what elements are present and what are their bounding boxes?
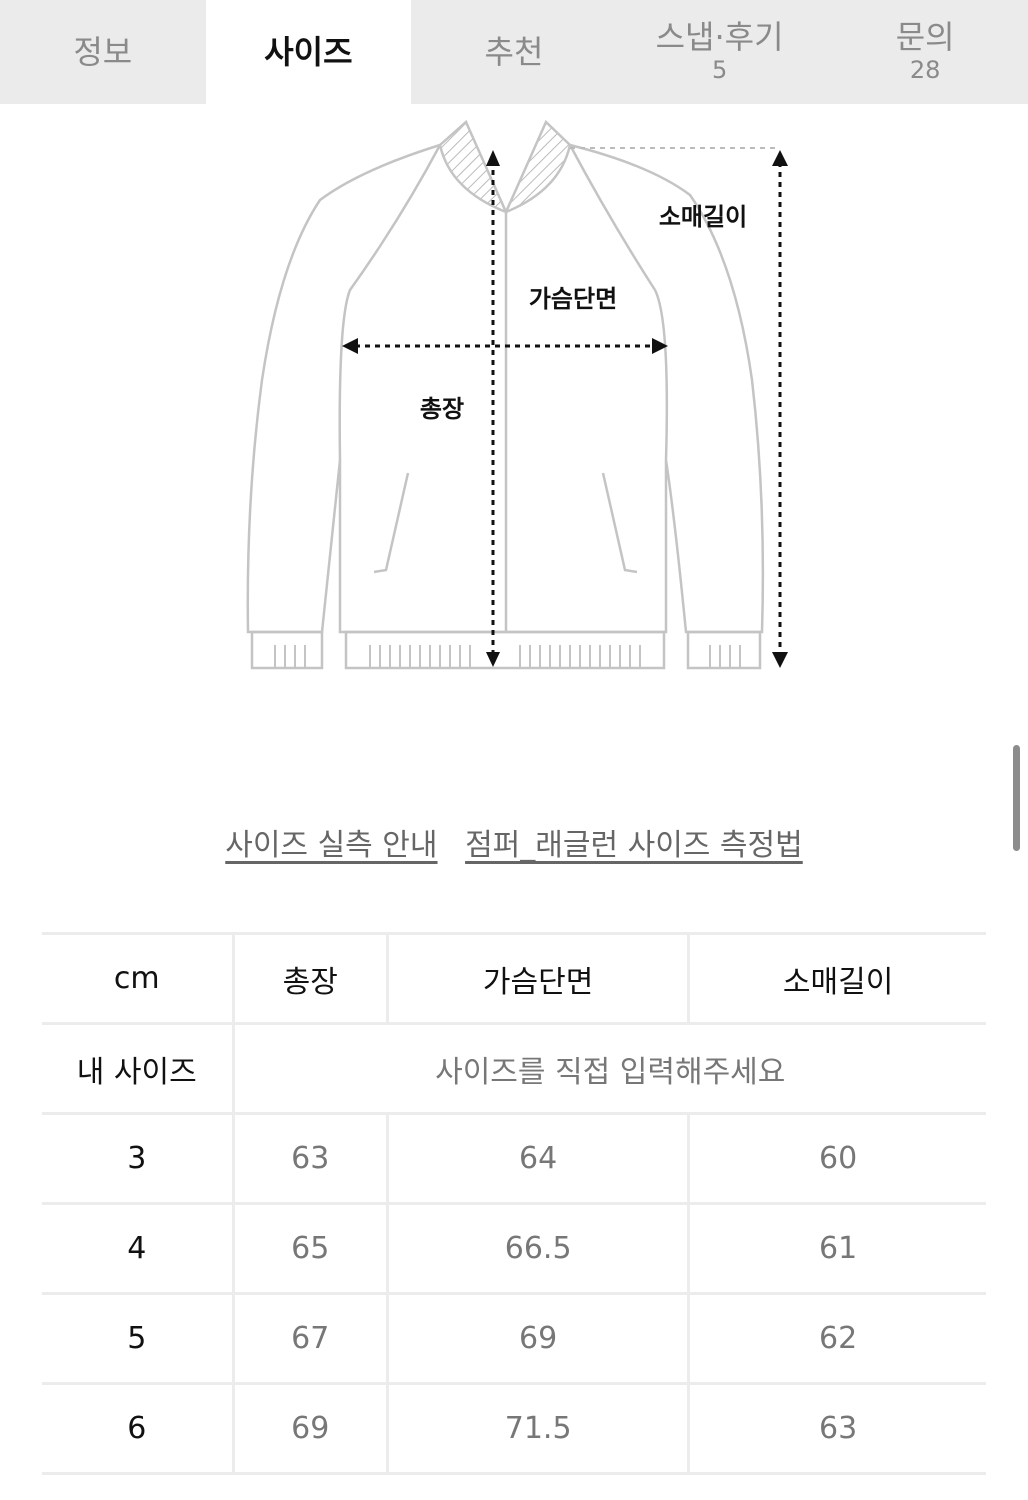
tab-inquiry[interactable]: 문의 28 (822, 0, 1028, 104)
my-size-label: 내 사이즈 (42, 1022, 233, 1115)
value-cell: 63 (231, 1112, 388, 1205)
value-cell: 60 (687, 1112, 986, 1205)
measure-lines (355, 147, 782, 655)
tab-label: 문의 (895, 18, 955, 56)
value-cell: 67 (231, 1292, 388, 1385)
size-cell: 4 (42, 1202, 233, 1295)
table-row: 3 63 64 60 (42, 1112, 986, 1205)
table-row: 5 67 69 62 (42, 1292, 986, 1385)
scrollbar[interactable] (1013, 745, 1020, 851)
header-total-length: 총장 (231, 932, 388, 1025)
size-guide-link[interactable]: 사이즈 실측 안내 (225, 828, 438, 863)
tab-label: 정보 (73, 33, 133, 71)
tab-label: 사이즈 (264, 33, 353, 71)
jacket-outline (246, 119, 765, 670)
tab-label: 추천 (484, 33, 544, 71)
sleeve-length-label: 소매길이 (659, 203, 747, 231)
value-cell: 61 (687, 1202, 986, 1295)
tab-label: 스냅·후기 (655, 18, 784, 56)
tab-size[interactable]: 사이즈 (205, 0, 412, 104)
size-links: 사이즈 실측 안내 점퍼_래글런 사이즈 측정법 (0, 820, 1028, 864)
value-cell: 64 (386, 1112, 689, 1205)
tab-snap-review[interactable]: 스냅·후기 5 (617, 0, 823, 104)
table-row: 4 65 66.5 61 (42, 1202, 986, 1295)
header-chest-width: 가슴단면 (386, 932, 689, 1025)
value-cell: 63 (687, 1382, 986, 1475)
table-header-row: cm 총장 가슴단면 소매길이 (42, 932, 986, 1025)
tab-bar: 정보 사이즈 추천 스냅·후기 5 문의 28 (0, 0, 1028, 104)
tab-info[interactable]: 정보 (0, 0, 206, 104)
cuff-ribbing (274, 645, 741, 667)
value-cell: 71.5 (386, 1382, 689, 1475)
value-cell: 69 (231, 1382, 388, 1475)
size-cell: 5 (42, 1292, 233, 1385)
measure-arrows (342, 150, 788, 668)
total-length-label: 총장 (420, 395, 464, 423)
value-cell: 62 (687, 1292, 986, 1385)
header-unit: cm (42, 932, 233, 1025)
size-cell: 3 (42, 1112, 233, 1205)
jacket-size-diagram: 소매길이 가슴단면 총장 (246, 119, 788, 670)
size-cell: 6 (42, 1382, 233, 1475)
tab-count: 28 (909, 56, 941, 84)
tab-recommend[interactable]: 추천 (411, 0, 617, 104)
my-size-row: 내 사이즈 사이즈를 직접 입력해주세요 (42, 1022, 986, 1115)
measure-method-link[interactable]: 점퍼_래글런 사이즈 측정법 (465, 828, 803, 863)
chest-width-label: 가슴단면 (529, 285, 617, 313)
size-table: cm 총장 가슴단면 소매길이 내 사이즈 사이즈를 직접 입력해주세요 3 63… (42, 932, 986, 1475)
my-size-input-prompt[interactable]: 사이즈를 직접 입력해주세요 (231, 1022, 986, 1115)
value-cell: 65 (231, 1202, 388, 1295)
tab-count: 5 (711, 56, 728, 84)
value-cell: 66.5 (386, 1202, 689, 1295)
header-sleeve-length: 소매길이 (687, 932, 986, 1025)
value-cell: 69 (386, 1292, 689, 1385)
table-row: 6 69 71.5 63 (42, 1382, 986, 1475)
